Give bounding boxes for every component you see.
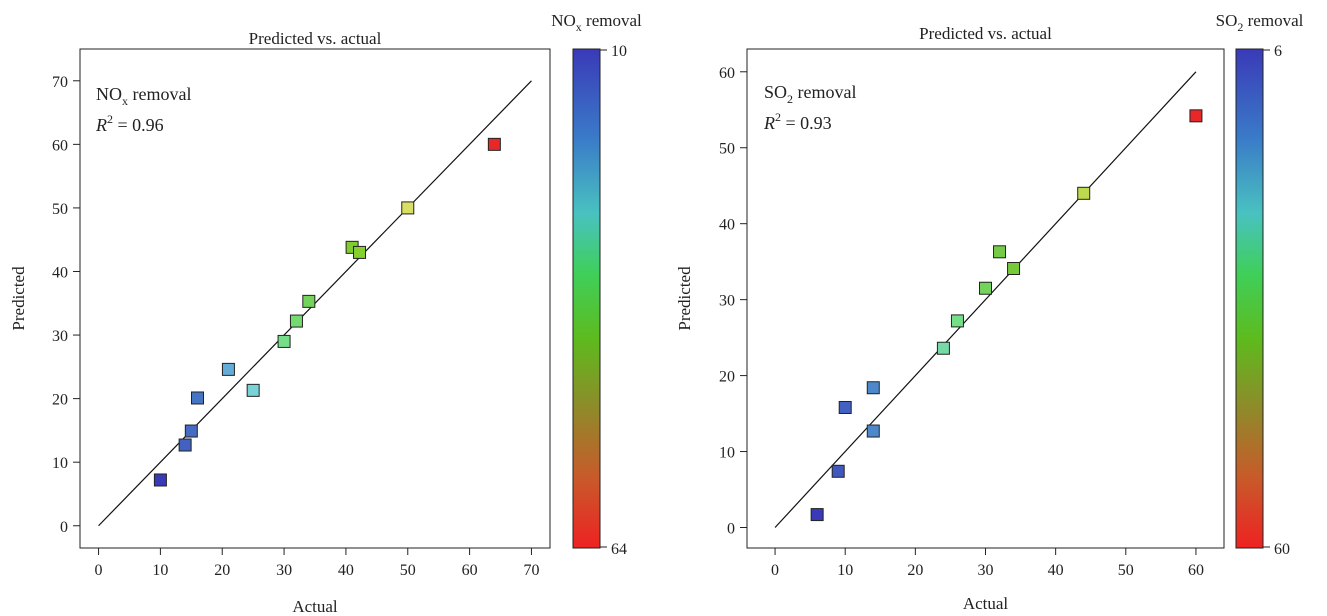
data-point [191, 391, 204, 405]
colorbar-title-subscript: 2 [1237, 20, 1243, 34]
x-tick-label: 10 [837, 562, 853, 579]
y-tick-label: 40 [52, 264, 68, 281]
x-tick-label: 0 [95, 562, 103, 579]
x-tick-label: 70 [523, 562, 539, 579]
data-point [993, 245, 1007, 259]
data-point [184, 424, 198, 438]
annotation-name-subscript: 2 [787, 92, 793, 106]
y-tick-label: 10 [719, 445, 735, 462]
colorbar-title: NOx removal [551, 11, 642, 34]
y-tick-label: 40 [719, 217, 735, 234]
x-tick-label: 20 [907, 562, 923, 579]
annotation-name-rest: removal [793, 82, 856, 102]
y-tick-label: 60 [52, 137, 68, 154]
colorbar-title-rest: removal [582, 11, 642, 30]
y-tick-label: 0 [727, 520, 735, 537]
colorbar-title-base: NO [551, 11, 576, 30]
colorbar [1235, 48, 1264, 549]
colorbar-title-base: SO [1216, 11, 1238, 30]
data-point [838, 400, 852, 414]
annotation-r2-value: = 0.96 [113, 115, 164, 135]
y-tick-label: 50 [52, 201, 68, 218]
x-tick-label: 10 [152, 562, 168, 579]
data-point [353, 245, 367, 259]
y-tick-label: 60 [719, 65, 735, 82]
x-tick-label: 40 [1048, 562, 1064, 579]
y-axis-label: Predicted [9, 266, 28, 331]
chart-title: Predicted vs. actual [919, 24, 1052, 43]
annotation-name-subscript: x [122, 94, 128, 108]
plot-frame [79, 48, 551, 549]
annotation-r2-superscript: 2 [107, 112, 113, 126]
x-tick-label: 60 [1188, 562, 1204, 579]
colorbar-max-label: 64 [611, 541, 627, 558]
data-point [302, 294, 316, 308]
x-tick-label: 50 [400, 562, 416, 579]
y-tick-label: 30 [52, 328, 68, 345]
y-tick-label: 20 [719, 369, 735, 386]
annotation-name-base: SO [764, 82, 787, 102]
data-point [979, 281, 992, 295]
x-axis-label: Actual [292, 597, 338, 616]
y-tick-label: 30 [719, 293, 735, 310]
data-point [277, 334, 291, 348]
colorbar-max-label: 60 [1274, 541, 1290, 558]
data-point [810, 508, 824, 522]
annotation-r2-symbol: R [95, 115, 107, 135]
colorbar-title-subscript: x [576, 20, 582, 34]
annotation-r2-symbol: R [763, 113, 775, 133]
chart-nox-removal: Predicted vs. actual 0 10 20 30 40 50 60 70 0 10 20… [9, 11, 642, 616]
data-point [866, 424, 880, 438]
x-tick-label: 50 [1118, 562, 1134, 579]
annotation-r2: R2 = 0.96 [95, 112, 164, 135]
data-point [178, 438, 192, 452]
reference-line [774, 71, 1197, 528]
data-point [289, 314, 303, 328]
chart-title: Predicted vs. actual [249, 29, 382, 48]
data-point [866, 381, 880, 395]
y-tick-label: 20 [52, 392, 68, 409]
data-point [1189, 109, 1203, 123]
y-tick-label: 0 [60, 519, 68, 536]
data-point [246, 383, 260, 397]
x-tick-label: 0 [771, 562, 779, 579]
y-tick-label: 50 [719, 141, 735, 158]
y-tick-label: 10 [52, 455, 68, 472]
annotation-r2: R2 = 0.93 [763, 110, 832, 133]
data-point [1007, 261, 1021, 275]
annotation-name-base: NO [96, 84, 122, 104]
x-tick-label: 40 [338, 562, 354, 579]
data-point [221, 362, 235, 376]
colorbar-title-rest: removal [1243, 11, 1303, 30]
annotation-name-rest: removal [128, 84, 191, 104]
x-tick-label: 20 [214, 562, 230, 579]
data-point [487, 137, 501, 151]
x-tick-label: 60 [462, 562, 478, 579]
annotation-series-name: NOx removal [96, 84, 191, 108]
colorbar-min-label: 6 [1274, 43, 1282, 60]
data-point [153, 473, 167, 487]
x-tick-label: 30 [276, 562, 292, 579]
data-point [831, 464, 845, 478]
colorbar-min-label: 10 [611, 43, 627, 60]
y-axis-label: Predicted [675, 266, 694, 331]
data-point [401, 201, 415, 215]
y-tick-label: 70 [52, 74, 68, 91]
data-point [936, 341, 950, 355]
annotation-series-name: SO2 removal [764, 82, 857, 106]
annotation-r2-value: = 0.93 [781, 113, 832, 133]
colorbar-title: SO2 removal [1216, 11, 1304, 34]
x-axis-label: Actual [963, 594, 1009, 613]
colorbar [572, 48, 601, 549]
data-point [1077, 186, 1091, 200]
chart-so2-removal: Predicted vs. actual 0 10 20 30 40 50 60 0 10 20 30… [675, 11, 1304, 613]
x-tick-label: 30 [978, 562, 994, 579]
annotation-r2-superscript: 2 [775, 110, 781, 124]
data-point [950, 314, 964, 328]
